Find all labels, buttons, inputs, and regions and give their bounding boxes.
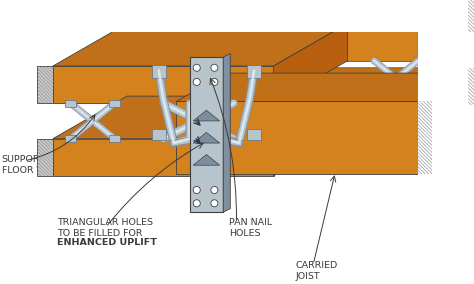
Polygon shape — [127, 24, 418, 61]
Text: CARRIED
JOIST: CARRIED JOIST — [296, 261, 338, 281]
Circle shape — [211, 200, 218, 207]
Polygon shape — [193, 132, 219, 143]
Bar — [37, 139, 53, 176]
Polygon shape — [176, 73, 468, 101]
Polygon shape — [152, 129, 166, 140]
Circle shape — [193, 78, 201, 85]
Polygon shape — [193, 154, 219, 165]
Text: TRIANGULAR HOLES
TO BE FILLED FOR: TRIANGULAR HOLES TO BE FILLED FOR — [57, 218, 154, 239]
Polygon shape — [176, 101, 418, 174]
Polygon shape — [127, 96, 418, 133]
Polygon shape — [273, 24, 347, 103]
Polygon shape — [190, 57, 223, 212]
Bar — [109, 135, 120, 142]
Polygon shape — [53, 139, 273, 176]
Bar — [418, 101, 432, 174]
Bar — [418, 101, 432, 174]
Circle shape — [193, 200, 201, 207]
Polygon shape — [53, 66, 273, 103]
Bar — [468, 68, 474, 105]
Text: ENHANCED UPLIFT: ENHANCED UPLIFT — [57, 238, 157, 247]
Bar — [468, 0, 474, 32]
Polygon shape — [418, 68, 468, 133]
Text: PAN NAIL
HOLES: PAN NAIL HOLES — [229, 218, 273, 239]
Polygon shape — [127, 0, 468, 24]
Bar — [37, 139, 53, 176]
Polygon shape — [152, 65, 166, 78]
Bar — [109, 100, 120, 107]
Polygon shape — [247, 65, 261, 78]
Bar — [37, 66, 53, 103]
Polygon shape — [193, 110, 219, 121]
Circle shape — [193, 64, 201, 71]
Bar — [468, 0, 474, 32]
Polygon shape — [53, 24, 347, 66]
Polygon shape — [418, 0, 468, 61]
Polygon shape — [53, 96, 347, 139]
Polygon shape — [223, 54, 230, 212]
Bar — [65, 135, 76, 142]
Bar — [65, 100, 76, 107]
Circle shape — [193, 187, 201, 194]
Polygon shape — [127, 68, 468, 96]
Circle shape — [211, 64, 218, 71]
Circle shape — [211, 187, 218, 194]
Polygon shape — [247, 129, 261, 140]
Text: SUPPORTING
FLOOR TRUSS: SUPPORTING FLOOR TRUSS — [2, 155, 68, 175]
Circle shape — [211, 78, 218, 85]
Bar — [37, 66, 53, 103]
Polygon shape — [273, 96, 347, 176]
Bar — [468, 68, 474, 105]
